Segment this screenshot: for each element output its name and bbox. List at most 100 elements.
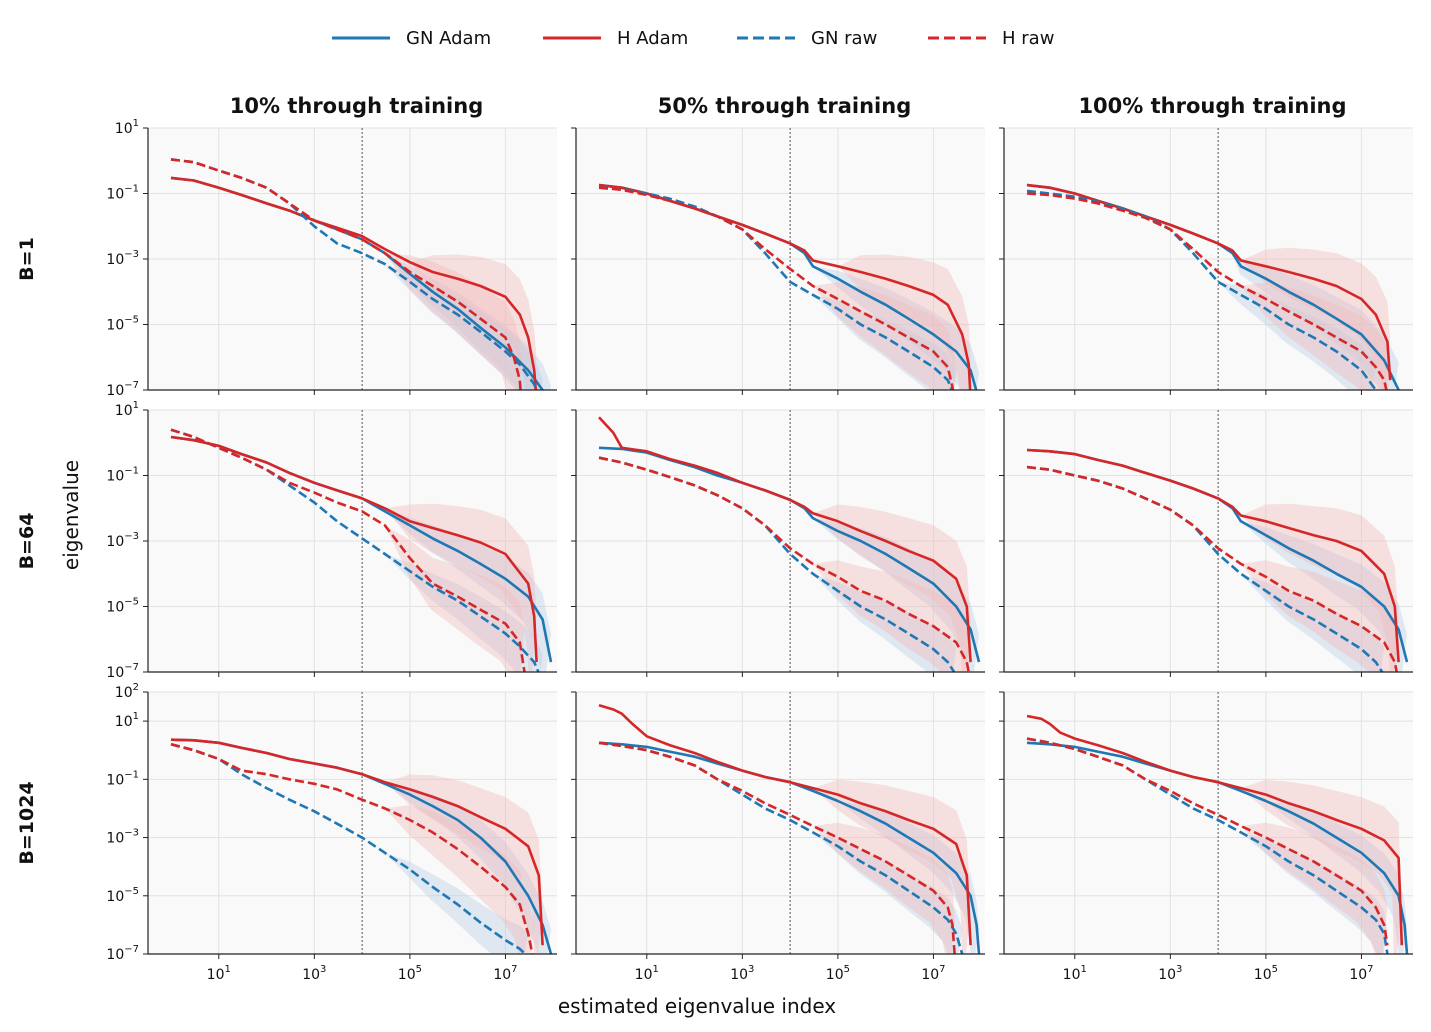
series-line bbox=[170, 738, 544, 946]
y-tick-label-base: 10 bbox=[106, 772, 124, 788]
x-tick-label-exp: 5 bbox=[844, 964, 850, 975]
y-tick-label-exp: 1 bbox=[133, 118, 139, 129]
y-tick-label: 10−3 bbox=[106, 531, 139, 550]
confidence-band bbox=[1265, 801, 1407, 954]
confidence-band bbox=[409, 254, 537, 390]
x-tick-label-exp: 1 bbox=[225, 964, 231, 975]
x-tick-label-base: 10 bbox=[1254, 967, 1272, 983]
y-tick-label-exp: −7 bbox=[124, 944, 139, 955]
row-label: B=1 bbox=[16, 237, 38, 281]
x-tick-label-base: 10 bbox=[302, 967, 320, 983]
y-tick-label-base: 10 bbox=[106, 469, 124, 485]
x-tick-label-exp: 5 bbox=[1272, 964, 1278, 975]
y-tick-label-exp: −5 bbox=[124, 886, 139, 897]
confidence-band bbox=[1240, 247, 1391, 390]
y-tick-label-base: 10 bbox=[115, 685, 133, 701]
legend: GN Adam H Adam GN raw H raw bbox=[332, 28, 1054, 49]
column-title: 50% through training bbox=[658, 94, 912, 118]
y-tick-label-base: 10 bbox=[106, 665, 124, 681]
y-tick-label-base: 10 bbox=[115, 121, 133, 137]
series-line bbox=[170, 743, 534, 954]
series-line bbox=[1026, 465, 1384, 672]
x-tick-label-base: 10 bbox=[921, 967, 939, 983]
confidence-band bbox=[384, 253, 522, 390]
series-line bbox=[170, 435, 538, 663]
y-tick-label-exp: −1 bbox=[124, 769, 139, 780]
y-tick-label: 101 bbox=[115, 711, 139, 730]
y-tick-label-base: 10 bbox=[106, 947, 124, 963]
y-tick-label-exp: −3 bbox=[124, 249, 139, 260]
y-tick-label-exp: 1 bbox=[133, 711, 139, 722]
column-title: 10% through training bbox=[230, 94, 484, 118]
y-tick-label-exp: −1 bbox=[124, 184, 139, 195]
x-tick-label-exp: 7 bbox=[1367, 964, 1373, 975]
x-tick-label-base: 10 bbox=[826, 967, 844, 983]
y-tick-label: 102 bbox=[115, 682, 139, 701]
x-tick-label-base: 10 bbox=[730, 967, 748, 983]
column-title: 100% through training bbox=[1078, 94, 1346, 118]
x-tick-label-exp: 7 bbox=[511, 964, 517, 975]
row-label: B=64 bbox=[16, 513, 38, 570]
confidence-band bbox=[812, 832, 963, 954]
confidence-band bbox=[812, 779, 971, 954]
series-line bbox=[1026, 737, 1389, 946]
legend-label: GN Adam bbox=[406, 28, 491, 49]
x-tick-label-base: 10 bbox=[1063, 967, 1081, 983]
plot-series bbox=[170, 128, 551, 390]
confidence-band bbox=[812, 504, 971, 672]
y-tick-label-base: 10 bbox=[106, 318, 124, 334]
y-tick-label: 10−7 bbox=[106, 662, 139, 681]
plot-series bbox=[1026, 128, 1400, 390]
y-tick-label-base: 10 bbox=[106, 600, 124, 616]
y-tick-label-base: 10 bbox=[106, 252, 124, 268]
panel bbox=[571, 127, 985, 395]
series-line bbox=[1026, 465, 1399, 672]
series-line bbox=[598, 741, 956, 954]
plot-series bbox=[598, 128, 979, 390]
panel bbox=[571, 409, 985, 677]
series-line bbox=[1026, 448, 1400, 663]
panel bbox=[999, 409, 1413, 677]
series-line bbox=[598, 741, 981, 954]
x-tick-label-base: 10 bbox=[635, 967, 653, 983]
confidence-band bbox=[812, 266, 979, 390]
plot-series bbox=[1026, 692, 1409, 954]
legend-label: H Adam bbox=[617, 28, 688, 49]
x-axis-label: estimated eigenvalue index bbox=[558, 994, 836, 1018]
x-tick-label: 101 bbox=[1063, 964, 1087, 983]
legend-label: H raw bbox=[1002, 28, 1054, 49]
x-tick-label-base: 10 bbox=[1349, 967, 1367, 983]
confidence-band bbox=[384, 774, 543, 954]
y-axis-label: eigenvalue bbox=[59, 460, 83, 570]
y-tick-label: 10−1 bbox=[106, 466, 139, 485]
y-tick-label-exp: −5 bbox=[124, 315, 139, 326]
x-tick-label-exp: 1 bbox=[653, 964, 659, 975]
y-tick-label-exp: −3 bbox=[124, 828, 139, 839]
series-line bbox=[598, 186, 955, 390]
x-tick-label: 107 bbox=[921, 964, 945, 983]
x-tick-label-exp: 3 bbox=[320, 964, 326, 975]
y-tick-label: 10−1 bbox=[106, 769, 139, 788]
y-tick-label: 10−3 bbox=[106, 828, 139, 847]
confidence-band bbox=[812, 294, 957, 390]
y-tick-label: 101 bbox=[115, 400, 139, 419]
plot-series bbox=[1026, 410, 1409, 672]
y-tick-label-exp: −5 bbox=[124, 597, 139, 608]
x-tick-label: 107 bbox=[1349, 964, 1373, 983]
x-tick-label: 101 bbox=[207, 964, 231, 983]
confidence-band bbox=[812, 822, 955, 954]
x-tick-label: 103 bbox=[302, 964, 326, 983]
x-tick-label-exp: 3 bbox=[748, 964, 754, 975]
series-line bbox=[598, 183, 972, 390]
series-line bbox=[598, 456, 971, 672]
y-tick-label-exp: −7 bbox=[124, 662, 139, 673]
y-tick-label: 101 bbox=[115, 118, 139, 137]
series-line bbox=[598, 704, 972, 946]
confidence-band bbox=[1240, 503, 1399, 672]
y-tick-label-base: 10 bbox=[106, 187, 124, 203]
series-line bbox=[598, 416, 972, 663]
